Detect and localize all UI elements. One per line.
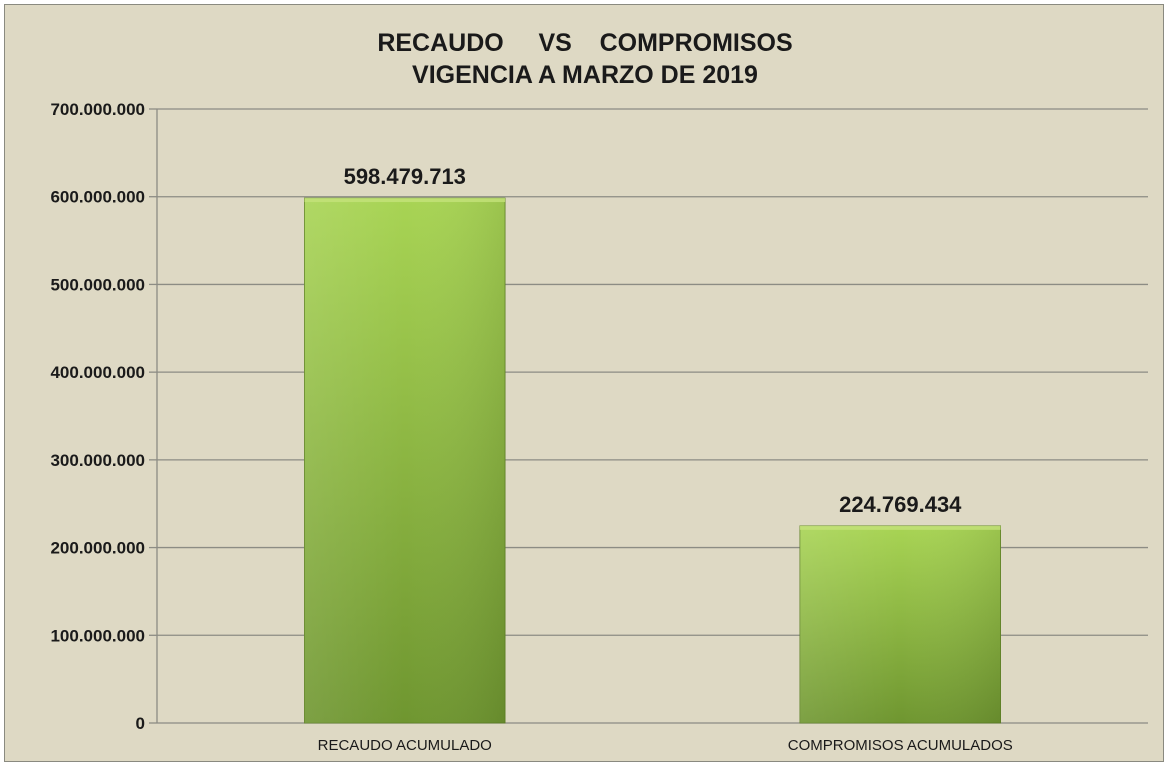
data-label: 598.479.713 xyxy=(344,164,466,189)
data-labels: 598.479.713 224.769.434 xyxy=(344,164,963,517)
category-label: RECAUDO ACUMULADO xyxy=(318,737,492,754)
y-tick-label: 700.000.000 xyxy=(50,100,145,119)
category-label: COMPROMISOS ACUMULADOS xyxy=(788,737,1013,754)
bar-shading xyxy=(799,525,1001,723)
bar-top-highlight xyxy=(304,198,506,203)
bar-shading xyxy=(304,198,506,723)
y-axis-tick-labels: 0 100.000.000 200.000.000 300.000.000 400.00… xyxy=(50,100,145,733)
y-tick-label: 100.000.000 xyxy=(50,626,145,645)
chart-title-line-2: VIGENCIA A MARZO DE 2019 xyxy=(412,61,758,89)
y-tick-label: 300.000.000 xyxy=(50,451,145,470)
chart-title: RECAUDO VS COMPROMISOS VIGENCIA A MARZO … xyxy=(5,27,1165,91)
chart-frame: RECAUDO VS COMPROMISOS VIGENCIA A MARZO … xyxy=(4,4,1164,762)
y-tick-label: 400.000.000 xyxy=(50,363,145,382)
y-tick-label: 500.000.000 xyxy=(50,275,145,294)
x-axis-category-labels: RECAUDO ACUMULADO COMPROMISOS ACUMULADOS xyxy=(318,737,1013,754)
bar-top-highlight xyxy=(799,525,1001,530)
chart-title-line-1: RECAUDO VS COMPROMISOS xyxy=(377,29,793,57)
bar-chart: 0 100.000.000 200.000.000 300.000.000 400.00… xyxy=(50,100,1148,754)
bars xyxy=(304,197,1001,724)
y-tick-label: 200.000.000 xyxy=(50,539,145,558)
data-label: 224.769.434 xyxy=(839,492,962,517)
y-tick-label: 600.000.000 xyxy=(50,188,145,207)
y-tick-label: 0 xyxy=(136,714,145,733)
